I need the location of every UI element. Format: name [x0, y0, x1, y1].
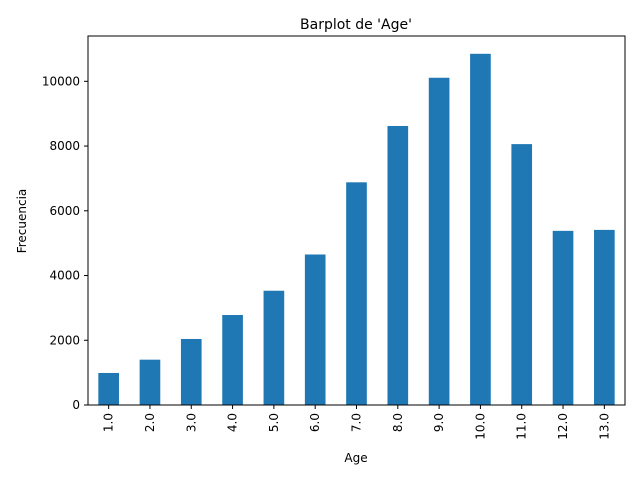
bar-3.0	[180, 338, 202, 405]
x-tick-label: 2.0	[143, 413, 157, 432]
x-tick-label: 13.0	[597, 413, 611, 440]
x-tick-label: 12.0	[556, 413, 570, 440]
chart-title: Barplot de 'Age'	[300, 17, 412, 33]
x-tick-label: 9.0	[432, 413, 446, 432]
y-tick-label: 2000	[49, 333, 80, 347]
x-tick-label: 5.0	[267, 413, 281, 432]
y-axis-label: Frecuencia	[15, 189, 29, 254]
x-tick-label: 1.0	[102, 413, 116, 432]
y-tick-label: 4000	[49, 269, 80, 283]
y-axis: 0 2000 4000 6000 8000 10000	[42, 74, 88, 412]
bar-5.0	[263, 290, 285, 405]
bar-9.0	[428, 77, 450, 405]
axes-frame	[87, 35, 626, 406]
bar-10.0	[470, 53, 491, 406]
x-tick-label: 4.0	[226, 413, 240, 432]
x-tick-label: 8.0	[391, 413, 405, 432]
x-tick-label: 6.0	[308, 413, 322, 432]
bar-2.0	[139, 359, 161, 405]
bar-12.0	[552, 230, 574, 405]
x-tick-label: 10.0	[473, 413, 487, 440]
y-tick-label: 0	[72, 398, 80, 412]
bar-11.0	[511, 144, 533, 406]
x-tick-label: 7.0	[350, 413, 364, 432]
x-axis: 1.0 2.0 3.0 4.0 5.0 6.0 7.0 8.0 9.0 10.0 11.0 12.0 1…	[102, 405, 611, 440]
y-tick-label: 10000	[42, 74, 80, 88]
bars-layer	[98, 53, 615, 406]
x-tick-label: 3.0	[184, 413, 198, 432]
bar-8.0	[387, 125, 409, 405]
x-tick-label: 11.0	[515, 413, 529, 440]
bar-1.0	[98, 372, 119, 405]
bar-7.0	[346, 182, 367, 405]
y-tick-label: 8000	[49, 139, 80, 153]
plot-frame	[87, 35, 626, 406]
bar-13.0	[594, 229, 615, 405]
x-axis-label: Age	[344, 451, 367, 465]
bar-6.0	[304, 254, 326, 405]
y-tick-label: 6000	[49, 204, 80, 218]
bar-4.0	[222, 315, 243, 405]
